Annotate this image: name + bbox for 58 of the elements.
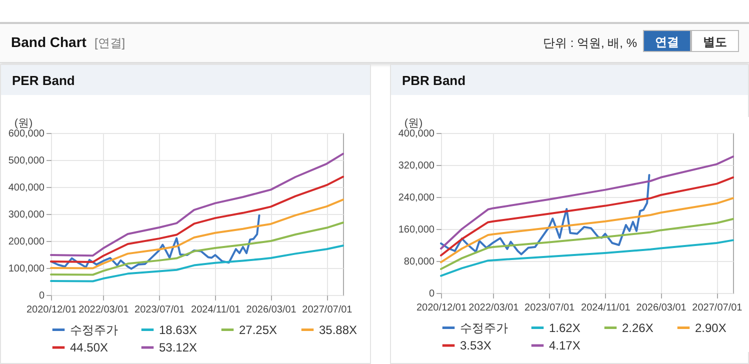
line-series <box>440 239 734 277</box>
line-series <box>50 176 344 264</box>
y-tick-label: 160,000 <box>398 224 435 236</box>
x-tick-label: 2022/03/01 <box>78 304 130 316</box>
y-tick-label: 500,000 <box>8 156 45 166</box>
x-tick-label: 2027/07/01 <box>302 304 353 316</box>
legend-label: 27.25X <box>239 322 278 337</box>
line-series <box>440 174 650 256</box>
y-tick-label: 200,000 <box>8 236 45 248</box>
legend-label: 2.26X <box>622 320 654 335</box>
line-series <box>440 197 734 264</box>
line-series <box>440 218 734 270</box>
text: [연결] <box>94 36 126 50</box>
x-tick-label: 2024/11/01 <box>191 304 241 316</box>
legend-label: 2.90X <box>695 320 726 335</box>
y-tick-label: 400,000 <box>398 128 435 140</box>
legend-label: 53.12X <box>159 340 198 354</box>
legend-label: 수정주가 <box>70 322 118 337</box>
x-tick-label: 2024/11/01 <box>581 302 631 314</box>
y-tick-label: 600,000 <box>8 128 45 140</box>
legend-label: 35.88X <box>319 322 358 337</box>
legend-label: 수정주가 <box>460 320 508 335</box>
y-axis-title: (원) <box>404 118 423 130</box>
line-series <box>440 176 734 256</box>
line-series <box>50 222 344 276</box>
chart-title: PER Band <box>1 65 370 95</box>
y-tick-label: 300,000 <box>8 210 45 220</box>
line-series <box>50 152 344 257</box>
y-tick-label: 80,000 <box>404 256 435 268</box>
text: Band Chart <box>11 34 86 50</box>
x-tick-label: 2020/12/01 <box>416 302 467 314</box>
text: 연결 <box>643 30 691 52</box>
y-tick-label: 100,000 <box>8 264 45 274</box>
chart-title: PBR Band <box>391 65 748 95</box>
legend-label: 3.53X <box>460 338 492 352</box>
legend-label: 18.63X <box>159 322 198 337</box>
x-tick-label: 2027/07/01 <box>692 302 743 314</box>
line-series <box>50 198 344 270</box>
x-tick-label: 2020/12/01 <box>26 304 77 316</box>
x-tick-label: 2023/07/01 <box>134 304 186 316</box>
y-tick-label: 0 <box>38 290 45 302</box>
legend-label: 44.50X <box>70 340 108 354</box>
x-tick-label: 2026/03/01 <box>636 302 687 314</box>
line-series <box>440 156 734 250</box>
y-axis-title: (원) <box>14 118 33 130</box>
line-series <box>50 214 260 270</box>
x-tick-label: 2022/03/01 <box>468 302 520 314</box>
y-tick-label: 320,000 <box>398 160 435 172</box>
y-tick-label: 0 <box>428 288 435 300</box>
legend-label: 1.62X <box>549 320 580 335</box>
x-tick-label: 2023/07/01 <box>524 302 576 314</box>
y-tick-label: 240,000 <box>398 192 435 204</box>
y-tick-label: 400,000 <box>8 182 45 194</box>
text: 별도 <box>691 30 739 52</box>
legend-label: 4.17X <box>549 338 580 352</box>
x-tick-label: 2026/03/01 <box>246 304 297 316</box>
line-series <box>50 244 344 282</box>
text: 단위 : 억원, 배, % <box>542 35 637 52</box>
